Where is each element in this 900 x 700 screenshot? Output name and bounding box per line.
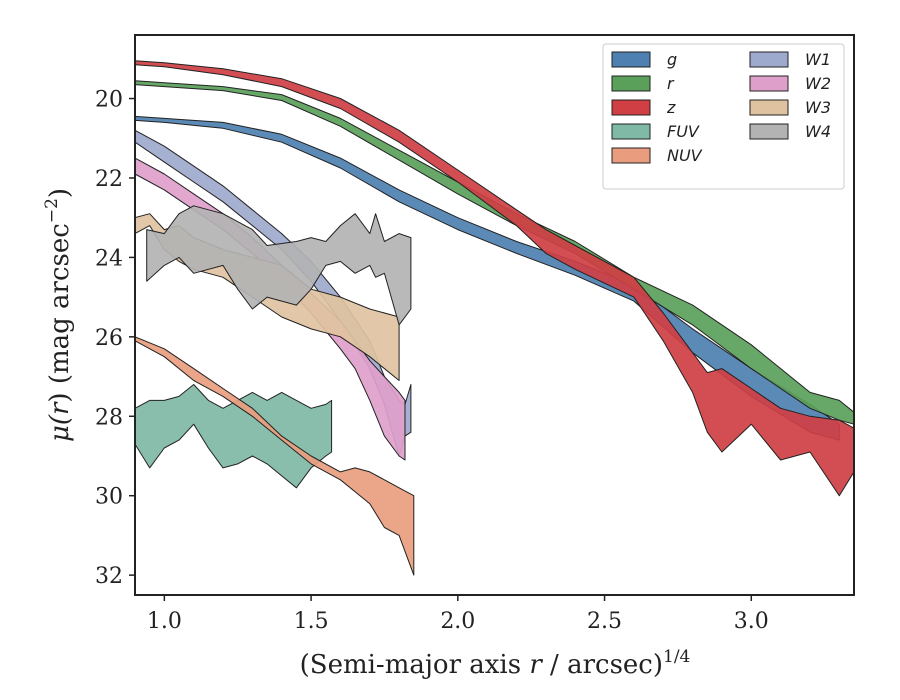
y-tick-label: 20 [95, 88, 123, 113]
x-axis-ticks: 1.0 1.5 2.0 2.5 3.0 [147, 595, 769, 634]
y-axis-ticks: 20 22 24 26 28 30 32 [95, 88, 135, 589]
series-band-w1 [135, 129, 412, 457]
x-tick-label: 2.0 [440, 609, 475, 634]
series-band-w4 [146, 205, 412, 326]
x-tick-label: 1.5 [294, 609, 329, 634]
plot-frame [134, 34, 855, 596]
y-tick-label: 26 [95, 326, 123, 351]
legend-label-w1: W1 [805, 50, 831, 69]
legend-label-w2: W2 [805, 74, 831, 93]
y-tick-label: 30 [95, 485, 123, 510]
x-tick-label: 2.5 [587, 609, 622, 634]
legend-label-nuv: NUV [667, 146, 703, 165]
legend-label-g: g [667, 50, 677, 69]
legend-swatch-fuv [611, 123, 651, 140]
legend-label-fuv: FUV [667, 122, 700, 141]
y-axis-label: μ(r) (mag arcsec−2) [42, 188, 75, 442]
y-tick-label: 28 [95, 405, 123, 430]
y-tick-label: 24 [95, 246, 123, 271]
y-tick-label: 22 [95, 167, 123, 192]
x-tick-label: 3.0 [734, 609, 769, 634]
y-tick-label: 32 [95, 564, 123, 589]
legend-swatch-w1 [749, 51, 789, 68]
legend-label-z: z [666, 98, 676, 117]
x-tick-label: 1.0 [147, 609, 182, 634]
legend-label-r: r [667, 74, 675, 93]
x-axis-label: (Semi-major axis r / arcsec)1/4 [300, 647, 691, 680]
series-layer [135, 60, 854, 576]
legend-swatch-nuv [611, 147, 651, 164]
legend-label-w4: W4 [805, 122, 831, 141]
legend: grz FUV NUV W1 W2 W3 W4 [602, 43, 845, 190]
legend-swatch-g [611, 51, 651, 68]
legend-swatch-w3 [749, 99, 789, 116]
series-band-z [135, 60, 854, 497]
legend-swatch-w2 [749, 75, 789, 92]
legend-swatch-w4 [749, 123, 789, 140]
series-band-r [135, 80, 854, 425]
series-band-nuv [135, 336, 415, 576]
legend-swatch-r [611, 75, 651, 92]
legend-label-w3: W3 [805, 98, 831, 117]
series-band-fuv [135, 384, 333, 489]
legend-swatch-z [611, 99, 651, 116]
